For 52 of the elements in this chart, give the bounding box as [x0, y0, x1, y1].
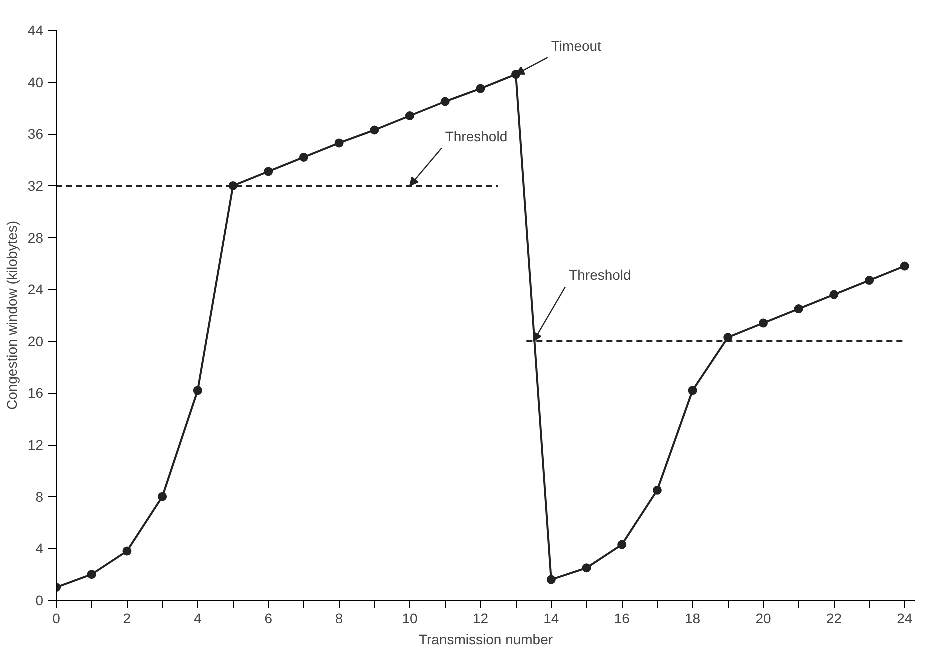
y-tick-label: 4 [36, 540, 44, 557]
y-tick-label: 44 [28, 22, 44, 38]
point [334, 138, 344, 148]
y-tick-label: 12 [28, 437, 44, 454]
y-tick-label: 40 [28, 74, 44, 90]
y-tick-label: 36 [28, 126, 44, 142]
point [618, 540, 627, 550]
point [406, 112, 414, 120]
y-axis-title: Congestion window (kilobytes) [4, 220, 20, 410]
y-tick-label: 32 [28, 178, 44, 194]
x-tick-label: 16 [614, 610, 630, 626]
x-tick-label: 20 [756, 610, 772, 626]
point [758, 318, 768, 328]
y-tick-label: 28 [28, 230, 44, 246]
point [652, 486, 662, 495]
x-tick-label: 22 [826, 610, 842, 626]
point [122, 546, 132, 556]
point [440, 97, 450, 106]
y-tick-label: 24 [28, 282, 44, 298]
annotation: Threshold [569, 267, 632, 284]
point [193, 386, 202, 396]
x-tick-label: 0 [52, 610, 61, 626]
point [264, 167, 274, 176]
x-tick-label: 18 [685, 610, 701, 626]
y-tick-label: 16 [28, 385, 44, 402]
y-tick-label: 0 [36, 592, 44, 608]
x-axis-title: Transmission number [418, 632, 554, 648]
x-tick-label: 8 [335, 610, 344, 626]
x-tick-label: 6 [264, 610, 273, 626]
y-tick-label: 20 [28, 333, 44, 350]
point [865, 276, 874, 286]
x-tick-label: 2 [123, 610, 132, 626]
x-tick-label: 14 [544, 610, 560, 626]
point [900, 262, 910, 271]
point [476, 84, 486, 94]
point [158, 492, 168, 502]
point [87, 570, 96, 580]
point [582, 564, 592, 573]
y-tick-label: 8 [36, 488, 44, 505]
point [546, 575, 556, 584]
point [370, 126, 380, 135]
point [794, 304, 804, 314]
x-tick-label: 4 [194, 610, 202, 626]
x-tick-label: 10 [402, 610, 418, 626]
annotation: Threshold [445, 128, 508, 144]
x-tick-label: 24 [897, 610, 913, 626]
annotation: Timeout [551, 38, 602, 54]
point [830, 290, 839, 300]
x-tick-label: 12 [472, 610, 489, 626]
point [688, 386, 698, 396]
point [299, 152, 308, 162]
point [724, 333, 733, 342]
